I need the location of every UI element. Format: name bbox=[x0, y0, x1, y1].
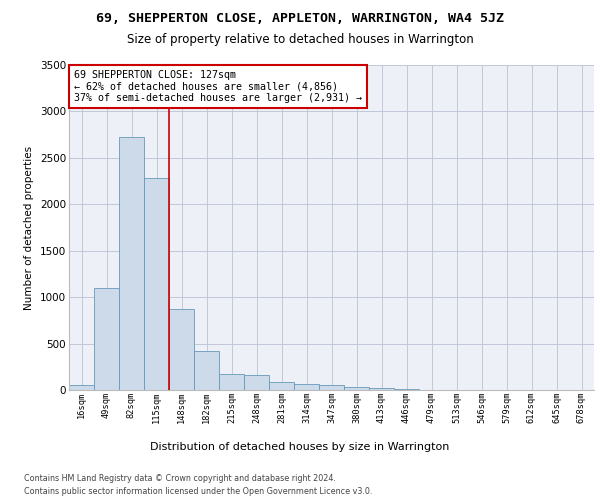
Bar bbox=[394, 389, 419, 390]
Bar bbox=[194, 352, 219, 390]
Bar bbox=[94, 288, 119, 390]
Bar bbox=[169, 309, 194, 390]
Text: Contains HM Land Registry data © Crown copyright and database right 2024.: Contains HM Land Registry data © Crown c… bbox=[24, 474, 336, 483]
Text: 69, SHEPPERTON CLOSE, APPLETON, WARRINGTON, WA4 5JZ: 69, SHEPPERTON CLOSE, APPLETON, WARRINGT… bbox=[96, 12, 504, 26]
Text: Size of property relative to detached houses in Warrington: Size of property relative to detached ho… bbox=[127, 32, 473, 46]
Bar bbox=[344, 387, 369, 390]
Y-axis label: Number of detached properties: Number of detached properties bbox=[25, 146, 34, 310]
Bar bbox=[319, 386, 344, 390]
Bar bbox=[369, 388, 394, 390]
Bar bbox=[219, 374, 244, 390]
Bar bbox=[144, 178, 169, 390]
Text: Contains public sector information licensed under the Open Government Licence v3: Contains public sector information licen… bbox=[24, 488, 373, 496]
Bar bbox=[244, 374, 269, 390]
Bar bbox=[69, 386, 94, 390]
Bar bbox=[269, 382, 294, 390]
Text: Distribution of detached houses by size in Warrington: Distribution of detached houses by size … bbox=[151, 442, 449, 452]
Bar bbox=[119, 136, 144, 390]
Text: 69 SHEPPERTON CLOSE: 127sqm
← 62% of detached houses are smaller (4,856)
37% of : 69 SHEPPERTON CLOSE: 127sqm ← 62% of det… bbox=[74, 70, 362, 103]
Bar bbox=[294, 384, 319, 390]
